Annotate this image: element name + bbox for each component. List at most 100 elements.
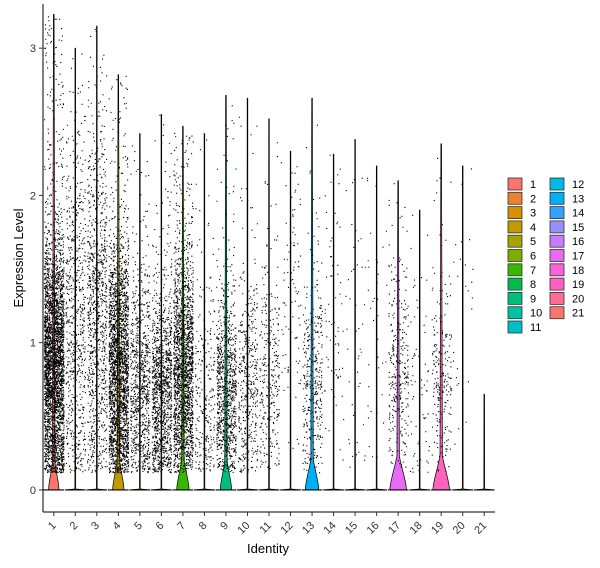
violin-group-6 (151, 114, 173, 491)
legend-label: 2 (530, 193, 536, 205)
x-tick-label: 1 (46, 520, 59, 533)
legend-label: 13 (572, 193, 584, 205)
y-tick-label: 2 (30, 190, 36, 202)
x-tick-label: 11 (258, 520, 275, 537)
violin-group-12 (280, 150, 302, 491)
legend-item-13: 13 (549, 191, 584, 205)
plot-area (43, 13, 495, 491)
x-tick-label: 7 (175, 520, 188, 533)
violin-group-19 (430, 143, 453, 491)
legend-label: 19 (572, 279, 584, 291)
violin-group-5 (129, 133, 151, 491)
legend-key (507, 206, 523, 220)
legend-key (549, 191, 565, 205)
jitter-points-5 (130, 145, 151, 473)
x-tick-label: 19 (429, 520, 446, 537)
x-tick-label: 10 (235, 520, 252, 537)
violin-6 (151, 114, 172, 491)
legend-item-6: 6 (507, 249, 536, 263)
legend-key (507, 320, 523, 334)
legend-item-9: 9 (507, 291, 536, 305)
legend-key (507, 263, 523, 277)
legend-key (507, 249, 523, 262)
x-tick-label: 14 (322, 520, 339, 537)
x-tick-label: 3 (89, 520, 102, 533)
violin-15 (344, 139, 366, 491)
legend-key (549, 249, 565, 262)
legend-key (507, 220, 523, 234)
legend-item-4: 4 (507, 220, 536, 234)
jitter-points-3 (87, 28, 108, 474)
legend-key (507, 234, 523, 248)
jitter-points-7 (173, 132, 194, 473)
violin-13 (304, 97, 320, 491)
legend-item-19: 19 (549, 277, 584, 291)
legend-item-20: 20 (549, 291, 584, 305)
violin-group-8 (194, 133, 216, 491)
legend-key (549, 234, 565, 248)
violin-16 (366, 165, 387, 491)
legend-item-10: 10 (507, 306, 542, 320)
x-tick-label: 4 (111, 520, 124, 533)
legend-item-16: 16 (549, 234, 584, 248)
legend-key (549, 177, 565, 191)
violin-group-4 (108, 74, 130, 491)
jitter-points-10 (237, 116, 259, 473)
legend-label: 4 (530, 222, 536, 234)
legend-label: 10 (530, 308, 542, 320)
violin-group-20 (452, 165, 474, 491)
x-tick-label: 21 (472, 520, 489, 537)
legend-item-3: 3 (507, 206, 536, 220)
legend-key (549, 306, 565, 320)
jitter-points-6 (151, 114, 173, 474)
violin-group-13 (301, 97, 323, 491)
x-tick-label: 15 (343, 520, 360, 537)
legend-label: 6 (530, 251, 536, 263)
violin-group-3 (86, 25, 108, 491)
legend-label: 1 (530, 179, 536, 191)
jitter-points-8 (194, 139, 216, 472)
legend-item-5: 5 (507, 234, 536, 248)
violin-10 (237, 97, 258, 491)
legend-label: 5 (530, 236, 536, 248)
x-tick-label: 8 (197, 520, 210, 533)
legend-key (507, 191, 523, 205)
legend-item-15: 15 (549, 220, 584, 234)
violin-20 (452, 165, 474, 491)
legend-label: 21 (572, 308, 584, 320)
violin-group-7 (172, 125, 194, 491)
legend-key (507, 277, 523, 291)
x-tick-label: 12 (278, 520, 295, 537)
legend-item-21: 21 (549, 306, 584, 320)
legend-key (507, 177, 523, 191)
x-tick-label: 6 (154, 520, 167, 533)
violin-group-21 (473, 393, 495, 491)
legend-label: 9 (530, 293, 536, 305)
y-tick-label: 3 (30, 43, 36, 55)
y-tick-label: 0 (30, 485, 36, 497)
violin-3 (86, 25, 108, 491)
legend-label: 7 (530, 265, 536, 277)
x-tick-label: 13 (300, 520, 317, 537)
violin-group-18 (409, 209, 431, 491)
x-tick-label: 18 (408, 520, 425, 537)
legend-key (549, 220, 565, 234)
y-tick-label: 1 (30, 338, 36, 350)
legend-label: 16 (572, 236, 584, 248)
legend-label: 17 (572, 251, 584, 263)
jitter-points-1 (43, 16, 65, 474)
legend-key (549, 206, 565, 220)
legend-item-18: 18 (549, 263, 584, 277)
violin-21 (473, 393, 495, 491)
legend-label: 12 (572, 179, 584, 191)
violin-8 (194, 133, 215, 491)
violin-14 (323, 153, 344, 491)
violin-17 (389, 180, 407, 491)
violin-group-2 (64, 47, 87, 491)
legend-label: 20 (572, 293, 584, 305)
legend-item-2: 2 (507, 191, 536, 205)
x-tick-label: 20 (451, 520, 468, 537)
violin-group-10 (237, 97, 259, 491)
